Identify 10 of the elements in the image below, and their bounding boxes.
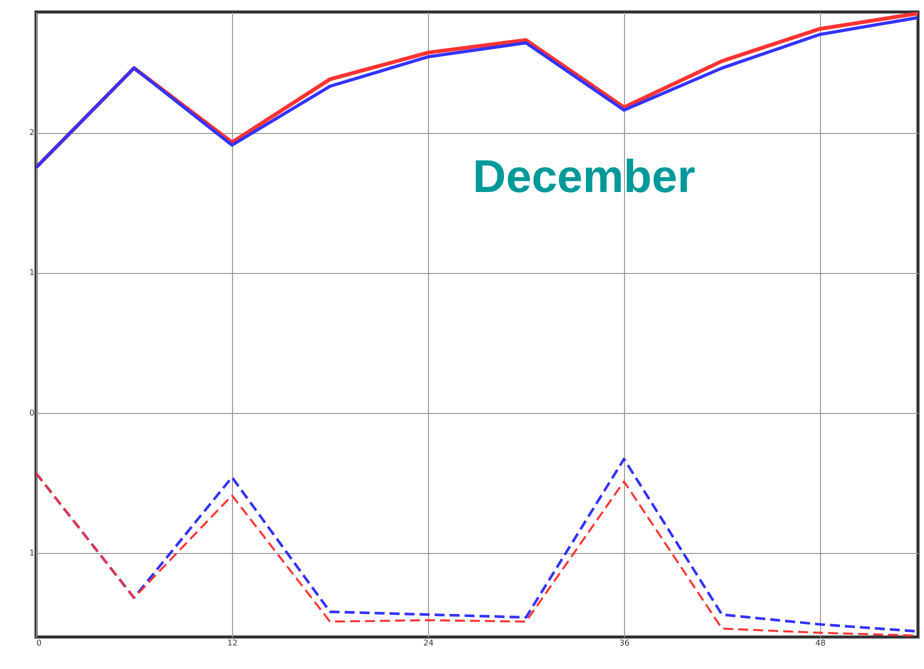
x-tick-label: 24 — [423, 638, 434, 648]
x-tick-label: 12 — [227, 638, 238, 648]
x-tick-label: 48 — [815, 638, 826, 648]
annotation: December — [472, 150, 696, 202]
y-tick-label: 0 — [29, 408, 34, 418]
x-tick-label: 0 — [36, 638, 42, 648]
y-tick-label: 1 — [29, 268, 34, 278]
x-tick-label: 36 — [619, 638, 630, 648]
y-tick-label: 2 — [29, 128, 34, 138]
y-tick-label: 1 — [29, 548, 34, 558]
